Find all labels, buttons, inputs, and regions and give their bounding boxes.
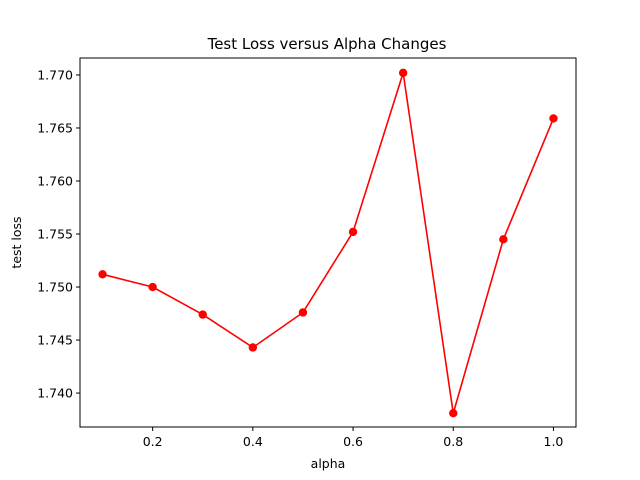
data-point (98, 270, 107, 279)
x-tick-label: 0.2 (143, 434, 163, 449)
y-tick-label: 1.750 (37, 280, 73, 295)
y-tick-label: 1.770 (37, 67, 73, 82)
chart-title: Test Loss versus Alpha Changes (207, 35, 447, 53)
series-line (102, 72, 555, 414)
x-axis-label: alpha (311, 456, 346, 471)
data-point (348, 227, 358, 237)
data-point (198, 310, 207, 319)
data-point (298, 308, 308, 317)
x-tick-label: 1.0 (544, 434, 564, 449)
y-tick-label: 1.740 (37, 386, 73, 401)
data-point (248, 343, 258, 352)
y-tick-label: 1.765 (37, 120, 73, 135)
data-point (398, 68, 408, 78)
y-tick-label: 1.745 (37, 333, 73, 348)
x-tick-label: 0.4 (243, 434, 263, 449)
data-point (148, 282, 157, 292)
y-axis-label: test loss (9, 216, 24, 268)
data-point (549, 114, 558, 123)
y-tick-label: 1.755 (37, 227, 73, 242)
x-tick-label: 0.6 (343, 434, 363, 449)
data-point (449, 409, 458, 418)
data-point (499, 235, 508, 244)
x-tick-label: 0.8 (443, 434, 463, 449)
y-tick-label: 1.760 (37, 174, 73, 189)
plot-area-frame (79, 57, 577, 428)
